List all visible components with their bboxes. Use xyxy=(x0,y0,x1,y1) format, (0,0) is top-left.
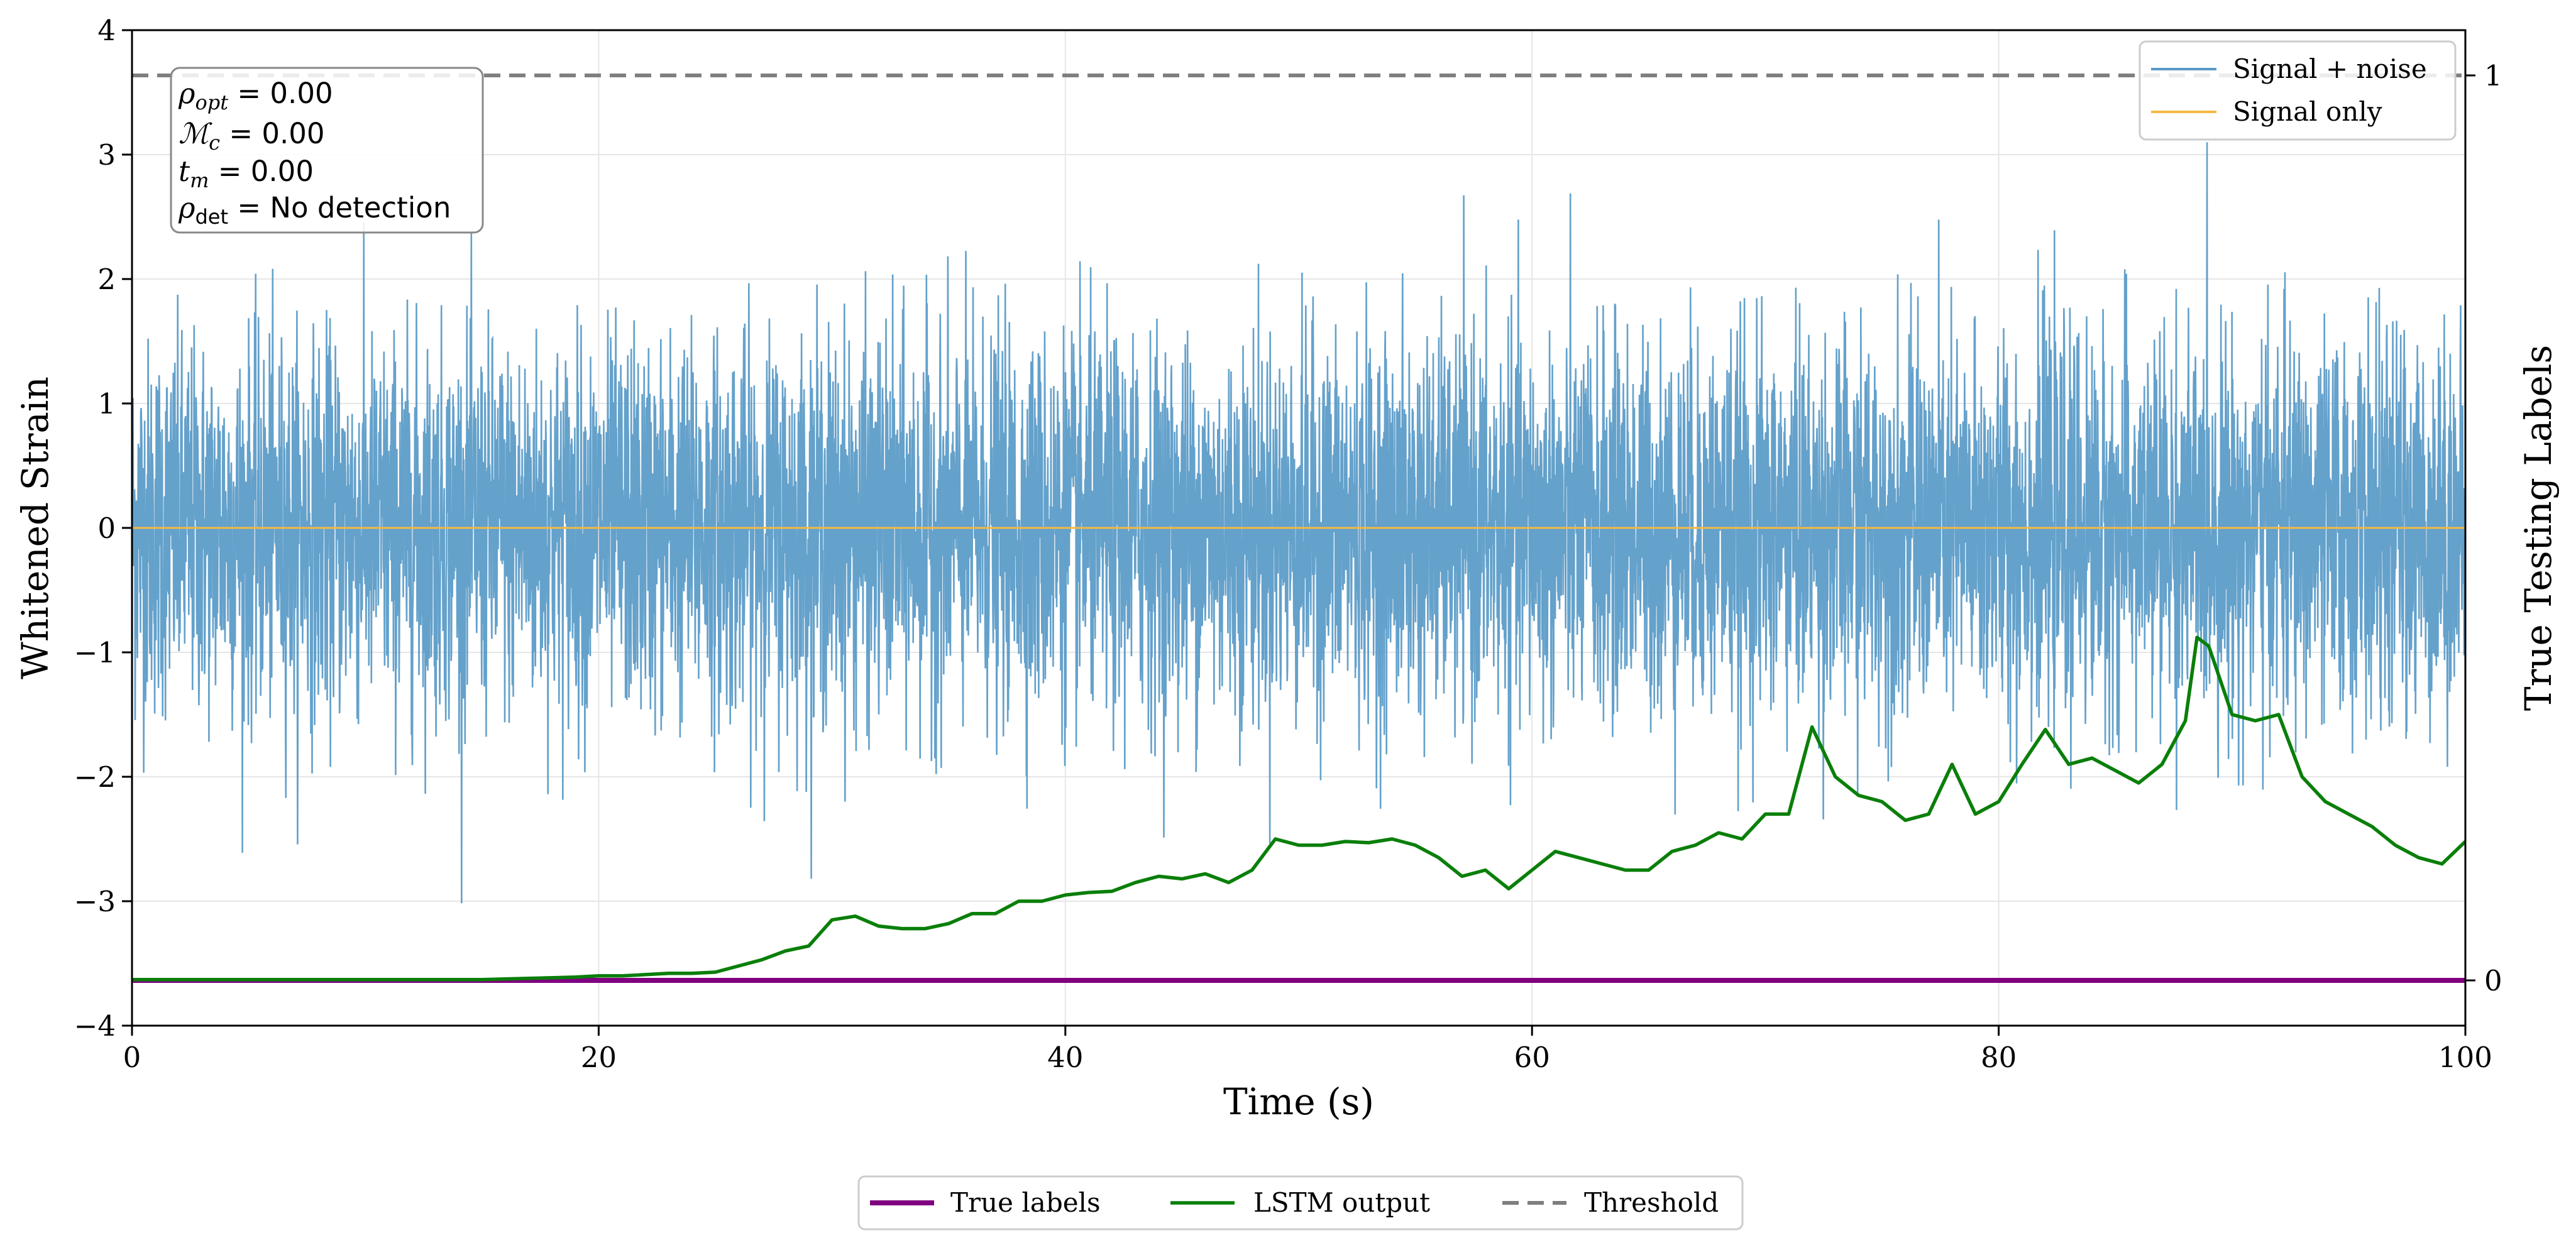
legend-upper-right-frame xyxy=(2138,40,2457,141)
legend-bottom-frame xyxy=(857,1175,1744,1231)
legend-signal-noise-label: Signal + noise xyxy=(2233,53,2427,84)
y-left-tick-label: 2 xyxy=(97,263,116,296)
y-left-axis-title: Whitened Strain xyxy=(14,376,57,679)
info-rho-opt: ρopt = 0.00 xyxy=(178,77,333,114)
legend-true-labels-label: True labels xyxy=(950,1187,1101,1218)
x-tick-label: 0 xyxy=(123,1041,141,1074)
info-rho-det: ρdet = No detection xyxy=(178,191,451,229)
legend-signal-only-label: Signal only xyxy=(2233,96,2382,127)
y-right-tick-label: 0 xyxy=(2484,964,2502,997)
y-left-tick-label: −2 xyxy=(74,760,116,794)
y-left-axis-ticks: −4 −3 −2 −1 0 1 2 3 4 xyxy=(74,14,132,1043)
x-tick-label: 20 xyxy=(581,1041,617,1074)
info-box-frame xyxy=(170,67,484,234)
x-axis-title: Time (s) xyxy=(1223,1080,1374,1123)
info-merger-time: tm = 0.00 xyxy=(179,155,314,192)
info-chirp-mass: ℳc = 0.00 xyxy=(179,117,325,155)
y-left-tick-label: 0 xyxy=(97,512,116,545)
info-box: ρopt = 0.00 ℳc = 0.00 tm = 0.00 ρdet = N… xyxy=(170,67,484,234)
y-right-tick-label: 1 xyxy=(2484,59,2502,92)
legend-upper-right: Signal + noise Signal only xyxy=(2138,40,2457,141)
x-tick-label: 40 xyxy=(1047,1041,1083,1074)
legend-threshold-label: Threshold xyxy=(1584,1187,1719,1218)
y-right-axis-ticks: 01 xyxy=(2465,59,2502,997)
y-left-tick-label: 3 xyxy=(97,138,116,172)
y-left-tick-label: 1 xyxy=(97,387,116,420)
y-left-tick-label: −3 xyxy=(74,885,116,918)
y-right-axis-title: True Testing Labels xyxy=(2517,345,2560,711)
y-left-tick-label: −1 xyxy=(74,636,116,669)
y-left-tick-label: 4 xyxy=(97,14,116,47)
series-signal-noise-line xyxy=(132,142,2465,904)
x-tick-label: 60 xyxy=(1514,1041,1550,1074)
legend-bottom: True labels LSTM output Threshold xyxy=(857,1175,1744,1231)
x-tick-label: 100 xyxy=(2438,1041,2492,1074)
y-left-tick-label: −4 xyxy=(74,1009,116,1043)
x-tick-label: 80 xyxy=(1981,1041,2017,1074)
legend-lstm-output-label: LSTM output xyxy=(1253,1187,1430,1218)
series-lstm-output-line xyxy=(132,635,2465,982)
x-axis-ticks: 0 20 40 60 80 100 xyxy=(123,1026,2492,1074)
